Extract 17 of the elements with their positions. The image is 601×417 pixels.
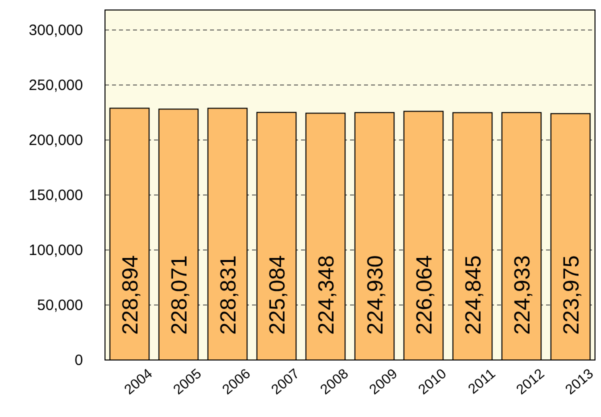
data-label: 228,831 xyxy=(216,255,240,335)
y-tick-label: 50,000 xyxy=(37,296,83,314)
data-label: 228,071 xyxy=(166,255,192,335)
y-tick-label: 150,000 xyxy=(28,186,83,204)
y-tick-label: 200,000 xyxy=(28,132,83,149)
data-label: 224,933 xyxy=(510,255,534,335)
data-label: 224,348 xyxy=(314,255,338,335)
data-label: 226,064 xyxy=(412,255,436,335)
y-tick-label: 0 xyxy=(74,352,83,369)
data-label: 228,894 xyxy=(118,255,142,335)
y-tick-label: 300,000 xyxy=(28,22,83,39)
data-label: 223,975 xyxy=(558,255,584,335)
data-label: 225,084 xyxy=(264,255,290,335)
y-tick-label: 100,000 xyxy=(28,242,83,259)
y-tick-label: 250,000 xyxy=(28,76,83,94)
data-label: 224,845 xyxy=(460,255,486,335)
data-label: 224,930 xyxy=(362,255,388,335)
